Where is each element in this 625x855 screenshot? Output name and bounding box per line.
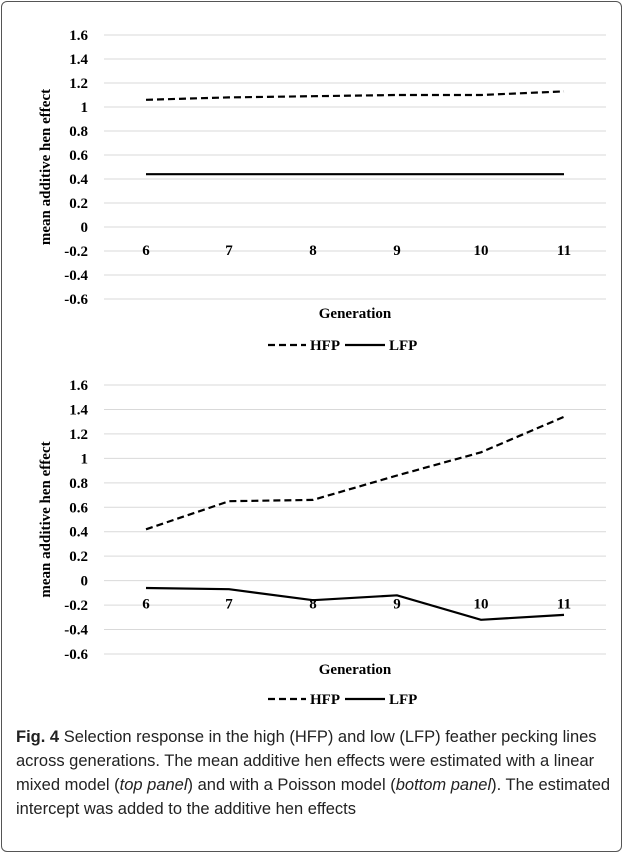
legend: HFP LFP (268, 692, 417, 708)
y-tick-label: 0.6 (69, 148, 88, 164)
legend-label-lfp: LFP (389, 692, 417, 708)
figure-charts: 1.6 1.4 1.2 1 0.8 0.6 0.4 0.2 0 -0.2 -0.4 -0.6 6 7 8 9 1… (38, 28, 606, 708)
x-tick-label: 7 (225, 597, 233, 613)
caption-text-3: ). The estimated intercept was added to … (16, 776, 611, 818)
y-tick-label: 0.2 (69, 549, 88, 565)
x-tick-label: 9 (393, 597, 401, 613)
figure-caption: Fig. 4 Selection response in the high (H… (16, 725, 612, 821)
y-tick-label: 0.8 (69, 124, 88, 140)
caption-text-2: ) and with a Poisson model ( (187, 776, 396, 794)
x-tick-label: 11 (557, 597, 571, 613)
y-tick-label: 0.4 (69, 525, 88, 541)
x-tick-label: 10 (474, 597, 489, 613)
y-tick-label: -0.2 (64, 244, 88, 260)
y-axis-label: mean additive hen effect (38, 441, 54, 597)
y-tick-label: 0 (81, 220, 89, 236)
x-tick-label: 8 (309, 243, 317, 259)
y-tick-label: 0.8 (69, 476, 88, 492)
series-line-hfp (145, 415, 565, 531)
x-tick-label: 10 (474, 243, 489, 259)
y-tick-label: 1.6 (69, 378, 88, 394)
x-tick-label: 6 (142, 597, 150, 613)
y-tick-label: -0.6 (64, 292, 88, 308)
caption-em-bottom-panel: bottom panel (395, 776, 492, 794)
y-tick-label: 1 (81, 451, 89, 467)
y-tick-label: 1 (81, 100, 89, 116)
x-axis-label: Generation (319, 306, 392, 322)
y-tick-label: 0.2 (69, 196, 88, 212)
y-tick-label: 0.6 (69, 500, 88, 516)
x-tick-label: 8 (309, 597, 317, 613)
legend: HFP LFP (268, 338, 417, 354)
figure-label: Fig. 4 (16, 728, 60, 746)
y-tick-label: 0 (81, 574, 89, 590)
y-tick-label: -0.4 (64, 623, 88, 639)
caption-em-top-panel: top panel (119, 776, 188, 794)
x-tick-label: 9 (393, 243, 401, 259)
y-tick-label: -0.2 (64, 598, 88, 614)
y-tick-label: 1.4 (69, 402, 88, 418)
x-tick-label: 7 (225, 243, 233, 259)
series-line-hfp (145, 90, 565, 101)
legend-label-lfp: LFP (389, 338, 417, 354)
y-tick-label: 1.2 (69, 76, 88, 92)
y-tick-label: -0.6 (64, 647, 88, 663)
legend-label-hfp: HFP (310, 692, 340, 708)
y-tick-label: 1.4 (69, 52, 88, 68)
x-axis-label: Generation (319, 662, 392, 678)
y-tick-label: 1.6 (69, 28, 88, 44)
series-line-lfp (145, 586, 565, 621)
caption-text-1: Selection response in the high (HFP) and… (16, 728, 597, 794)
chart-panel-top: 1.6 1.4 1.2 1 0.8 0.6 0.4 0.2 0 -0.2 -0.4 -0.6 6 7 8 9 1… (38, 28, 606, 354)
y-tick-label: 1.2 (69, 427, 88, 443)
x-tick-label: 11 (557, 243, 571, 259)
x-tick-label: 6 (142, 243, 150, 259)
y-axis-label: mean additive hen effect (38, 89, 54, 245)
legend-label-hfp: HFP (310, 338, 340, 354)
chart-panel-bottom: 1.6 1.4 1.2 1 0.8 0.6 0.4 0.2 0 -0.2 -0.4 -0.6 6 7 8 9 1… (38, 378, 606, 708)
y-tick-label: 0.4 (69, 172, 88, 188)
y-tick-label: -0.4 (64, 268, 88, 284)
